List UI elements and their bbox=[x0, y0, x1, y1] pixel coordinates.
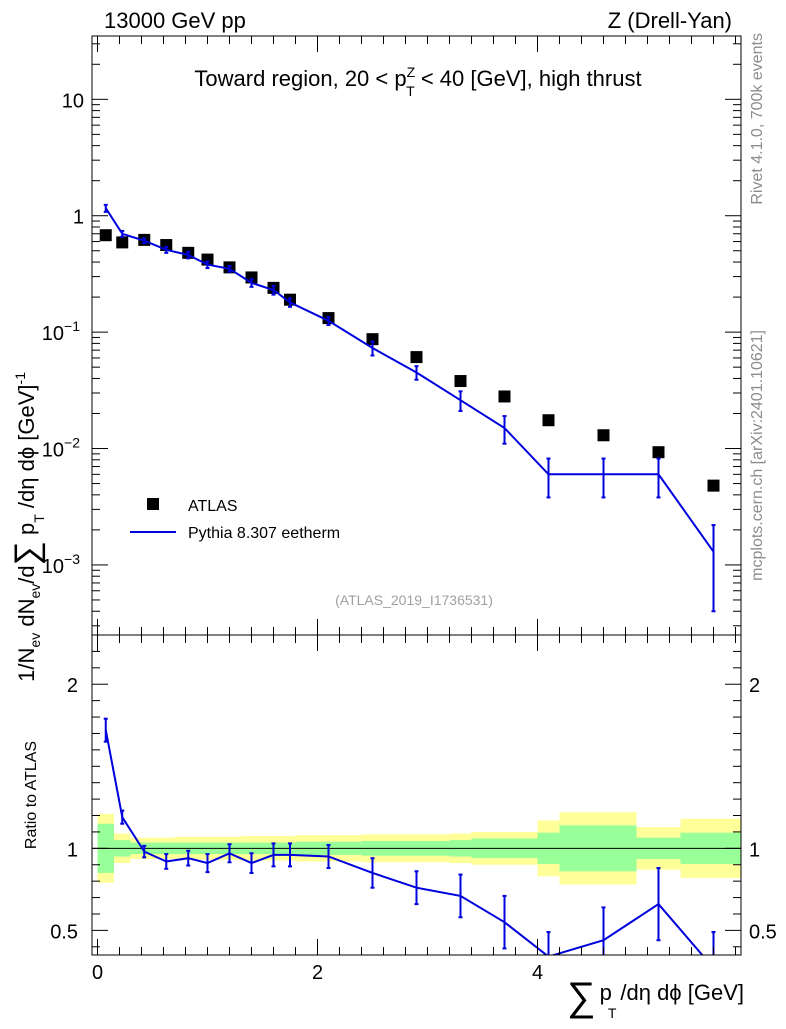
main-y-tick-label: 10−2 bbox=[42, 435, 80, 462]
header-process-label: Z (Drell-Yan) bbox=[608, 8, 732, 33]
legend: ATLAS Pythia 8.307 eetherm bbox=[130, 498, 340, 542]
main-y-axis-label: 1/Nev dNev/d∑ pT /dη dϕ [GeV]-1 bbox=[8, 372, 47, 682]
ratio-y-tick-label: 1 bbox=[67, 839, 78, 861]
x-tick-label: 2 bbox=[312, 962, 323, 984]
ratio-y-tick-label-right: 0.5 bbox=[749, 921, 777, 943]
header-collision-label: 13000 GeV pp bbox=[104, 8, 246, 33]
main-plot-title: Toward region, 20 < pZ T < 40 [GeV], high… bbox=[194, 64, 641, 99]
ratio-plot-frame bbox=[91, 634, 742, 956]
atlas-data-point bbox=[410, 351, 423, 364]
x-tick-label: 4 bbox=[532, 962, 543, 984]
x-axis-label: ∑ p T/dη dϕ [GeV] bbox=[567, 975, 744, 1021]
atlas-data-point bbox=[116, 236, 129, 249]
atlas-data-point bbox=[542, 414, 555, 427]
ratio-series-group bbox=[103, 717, 716, 955]
atlas-data-point bbox=[652, 446, 665, 459]
main-plot-frame bbox=[91, 35, 742, 636]
ratio-y-tick-label: 2 bbox=[67, 675, 78, 697]
legend-atlas-marker bbox=[147, 498, 159, 510]
legend-pythia-label: Pythia 8.307 eetherm bbox=[188, 525, 340, 542]
x-tick-label: 0 bbox=[92, 962, 103, 984]
main-y-tick-label: 10−1 bbox=[42, 318, 80, 345]
main-y-tick-label: 10 bbox=[62, 90, 84, 112]
atlas-data-point bbox=[707, 479, 720, 492]
ratio-y-axis-label: Ratio to ATLAS bbox=[23, 741, 40, 849]
main-y-tick-label: 1 bbox=[73, 207, 84, 229]
legend-atlas-label: ATLAS bbox=[188, 498, 238, 515]
main-y-tick-label: 10−3 bbox=[42, 551, 80, 578]
watermark-analysis-id: (ATLAS_2019_I1736531) bbox=[335, 592, 493, 608]
ratio-plot-panel: 0.5 0.5 1 1 2 2 0 2 4 Ratio to ATLAS ∑ p T/dη dϕ [… bbox=[23, 634, 777, 1021]
atlas-data-point bbox=[99, 229, 112, 242]
ratio-y-tick-label: 0.5 bbox=[50, 921, 78, 943]
ratio-y-tick-label-right: 2 bbox=[749, 675, 760, 697]
atlas-data-point bbox=[454, 375, 467, 388]
atlas-data-point bbox=[366, 333, 379, 346]
atlas-data-point bbox=[597, 429, 610, 442]
ratio-y-tick-label-right: 1 bbox=[749, 839, 760, 861]
atlas-data-point bbox=[498, 390, 511, 403]
rivet-info-label: Rivet 4.1.0, 700k events bbox=[749, 33, 766, 205]
mcplots-info-label: mcplots.cern.ch [arXiv:2401.10621] bbox=[749, 330, 766, 581]
main-plot-panel: 10 1 10−1 10−2 10−3 Toward region, 20 < pZ T … bbox=[8, 35, 742, 682]
